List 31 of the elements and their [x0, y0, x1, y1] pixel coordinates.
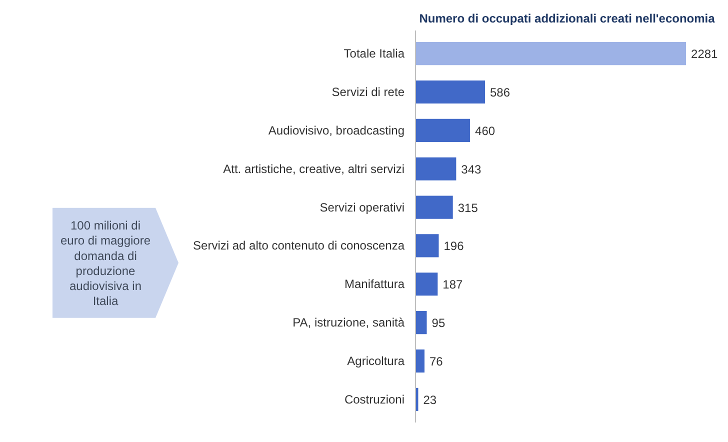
- data-label: 76: [430, 354, 444, 369]
- data-label: 586: [490, 85, 510, 100]
- y-tick-label: Costruzioni: [344, 392, 405, 406]
- y-tick-label: Servizi operativi: [320, 200, 405, 214]
- data-label: 315: [458, 200, 478, 215]
- bar: [416, 349, 425, 373]
- y-tick-label: PA, istruzione, sanità: [292, 316, 405, 330]
- data-label: 187: [442, 278, 464, 292]
- y-tick-label: Servizi di rete: [332, 84, 405, 99]
- data-label: 23: [423, 392, 437, 407]
- bar: [416, 196, 453, 219]
- y-tick-label: Totale Italia: [344, 46, 405, 61]
- bar: [416, 234, 439, 258]
- y-tick-label: Att. artistiche, creative, altri servizi: [223, 162, 405, 176]
- bar: [416, 80, 485, 104]
- bar: [416, 157, 456, 180]
- bar: [416, 272, 438, 296]
- data-label: 343: [461, 162, 482, 176]
- chart-title: Numero di occupati addizionali creati nell'economia: [419, 12, 716, 26]
- data-label: 95: [432, 316, 446, 330]
- bar: [416, 311, 427, 334]
- data-label: 460: [475, 124, 496, 138]
- bar: [416, 42, 686, 66]
- data-label: 196: [444, 239, 464, 254]
- text: 100 milioni di euro di maggiore domanda di produzione audiovisiva in Italia: [60, 218, 151, 308]
- y-tick-label: Manifattura: [344, 277, 405, 292]
- y-tick-label: Audiovisivo, broadcasting: [268, 123, 404, 138]
- y-tick-label: Agricoltura: [347, 354, 405, 368]
- data-label: 2281: [691, 47, 718, 62]
- y-tick-label: Servizi ad alto contenuto di conoscenza: [193, 238, 405, 253]
- bar: [416, 118, 470, 142]
